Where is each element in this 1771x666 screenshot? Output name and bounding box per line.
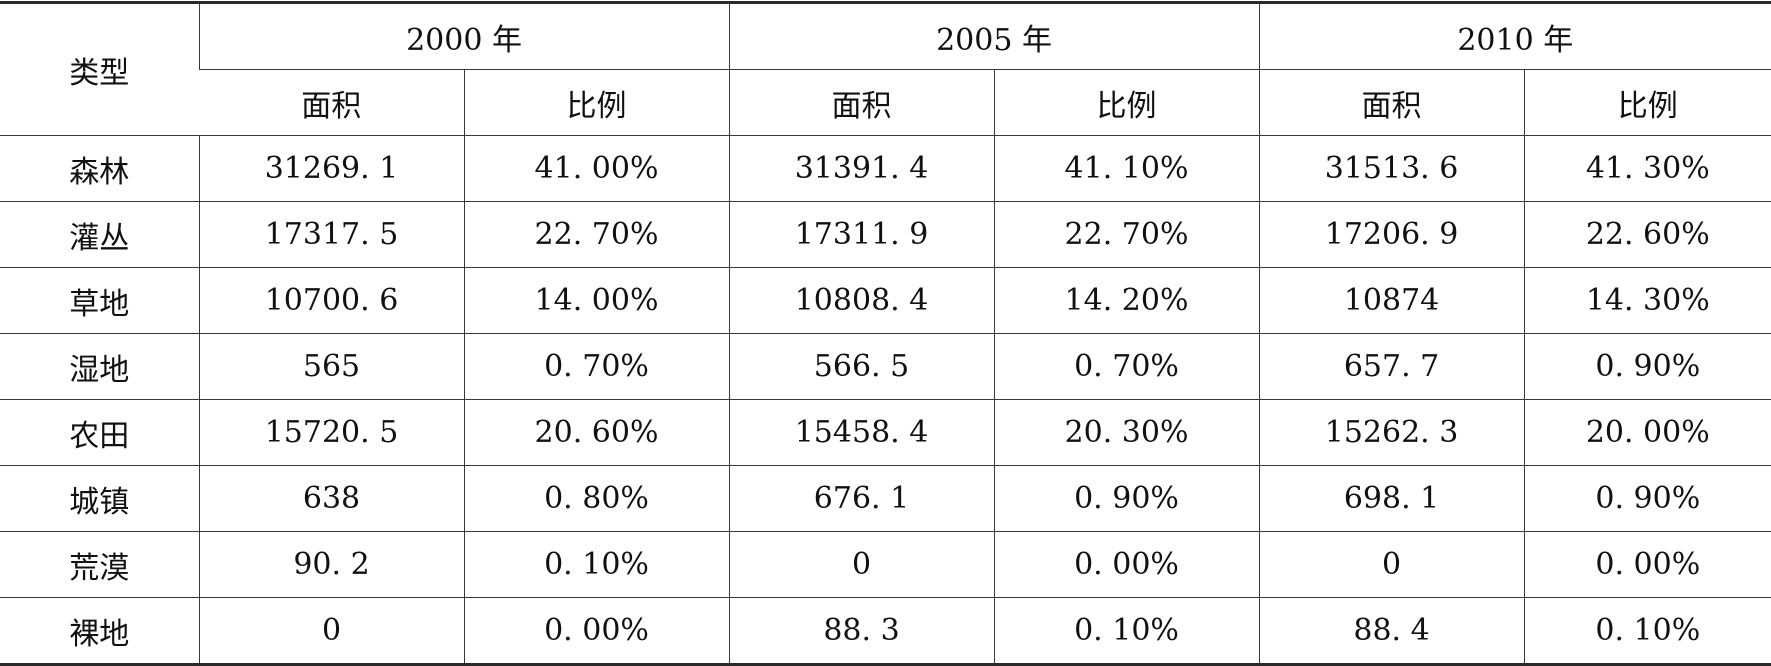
area-cell: 88. 4 xyxy=(1258,597,1525,665)
area-cell: 0 xyxy=(728,531,995,598)
row-type-label: 湿地 xyxy=(0,333,199,400)
ratio-cell: 14. 00% xyxy=(463,267,730,334)
area-cell: 88. 3 xyxy=(728,597,995,665)
area-cell: 31269. 1 xyxy=(198,135,464,202)
table-row: 灌丛 17317. 5 22. 70% 17311. 9 22. 70% 172… xyxy=(0,201,1771,268)
ratio-cell: 41. 10% xyxy=(993,135,1260,202)
area-cell: 17317. 5 xyxy=(198,201,464,268)
area-cell: 15262. 3 xyxy=(1258,399,1525,466)
table-row: 农田 15720. 5 20. 60% 15458. 4 20. 30% 152… xyxy=(0,399,1771,466)
ratio-cell: 0. 10% xyxy=(1523,597,1771,665)
ratio-cell: 0. 90% xyxy=(1523,465,1771,532)
area-cell: 676. 1 xyxy=(728,465,995,532)
ratio-cell: 20. 30% xyxy=(993,399,1260,466)
row-type-label: 荒漠 xyxy=(0,531,199,598)
ratio-header: 比例 xyxy=(993,69,1260,136)
ratio-cell: 0. 80% xyxy=(463,465,730,532)
year-header-2000: 2000 年 xyxy=(198,2,730,70)
ratio-cell: 0. 00% xyxy=(993,531,1260,598)
ratio-cell: 0. 00% xyxy=(463,597,730,665)
ratio-cell: 14. 20% xyxy=(993,267,1260,334)
area-cell: 31513. 6 xyxy=(1258,135,1525,202)
row-type-label: 草地 xyxy=(0,267,199,334)
ratio-cell: 41. 00% xyxy=(463,135,730,202)
area-cell: 90. 2 xyxy=(198,531,464,598)
ratio-cell: 0. 90% xyxy=(1523,333,1771,400)
row-type-label: 灌丛 xyxy=(0,201,199,268)
header-row-measures: 面积 比例 面积 比例 面积 比例 xyxy=(0,69,1771,136)
row-type-label: 森林 xyxy=(0,135,199,202)
header-row-years: 类型 2000 年 2005 年 2010 年 xyxy=(0,2,1771,91)
area-cell: 0 xyxy=(198,597,464,665)
area-cell: 17206. 9 xyxy=(1258,201,1525,268)
area-cell: 638 xyxy=(198,465,464,532)
area-cell: 565 xyxy=(198,333,464,400)
area-header: 面积 xyxy=(728,69,995,136)
ratio-cell: 0. 90% xyxy=(993,465,1260,532)
ratio-cell: 0. 10% xyxy=(463,531,730,598)
ratio-header: 比例 xyxy=(1523,69,1771,136)
table-row: 裸地 0 0. 00% 88. 3 0. 10% 88. 4 0. 10% xyxy=(0,597,1771,665)
ratio-cell: 20. 60% xyxy=(463,399,730,466)
area-header: 面积 xyxy=(199,69,464,136)
table-row: 城镇 638 0. 80% 676. 1 0. 90% 698. 1 0. 90… xyxy=(0,465,1771,532)
ratio-cell: 22. 70% xyxy=(993,201,1260,268)
table-row: 森林 31269. 1 41. 00% 31391. 4 41. 10% 315… xyxy=(0,135,1771,202)
row-type-label: 城镇 xyxy=(0,465,199,532)
area-cell: 17311. 9 xyxy=(728,201,995,268)
area-cell: 657. 7 xyxy=(1258,333,1525,400)
area-cell: 698. 1 xyxy=(1258,465,1525,532)
table-row: 荒漠 90. 2 0. 10% 0 0. 00% 0 0. 00% xyxy=(0,531,1771,598)
year-header-2010: 2010 年 xyxy=(1258,2,1771,70)
area-cell: 31391. 4 xyxy=(728,135,995,202)
area-header: 面积 xyxy=(1258,69,1525,136)
area-cell: 15720. 5 xyxy=(198,399,464,466)
ratio-cell: 41. 30% xyxy=(1523,135,1771,202)
table-row: 湿地 565 0. 70% 566. 5 0. 70% 657. 7 0. 90… xyxy=(0,333,1771,400)
row-type-label: 农田 xyxy=(0,399,199,466)
ratio-header: 比例 xyxy=(463,69,730,136)
ratio-cell: 20. 00% xyxy=(1523,399,1771,466)
ratio-cell: 0. 70% xyxy=(993,333,1260,400)
ratio-cell: 0. 10% xyxy=(993,597,1260,665)
table-row: 草地 10700. 6 14. 00% 10808. 4 14. 20% 108… xyxy=(0,267,1771,334)
area-cell: 10808. 4 xyxy=(728,267,995,334)
ratio-cell: 0. 00% xyxy=(1523,531,1771,598)
area-cell: 566. 5 xyxy=(728,333,995,400)
ratio-cell: 22. 70% xyxy=(463,201,730,268)
area-cell: 15458. 4 xyxy=(728,399,995,466)
area-cell: 0 xyxy=(1258,531,1525,598)
ratio-cell: 22. 60% xyxy=(1523,201,1771,268)
area-cell: 10700. 6 xyxy=(198,267,464,334)
year-header-2005: 2005 年 xyxy=(728,2,1260,70)
area-cell: 10874 xyxy=(1258,267,1525,334)
type-header: 类型 xyxy=(69,55,130,91)
row-type-label: 裸地 xyxy=(0,597,199,665)
ratio-cell: 14. 30% xyxy=(1523,267,1771,334)
ratio-cell: 0. 70% xyxy=(463,333,730,400)
